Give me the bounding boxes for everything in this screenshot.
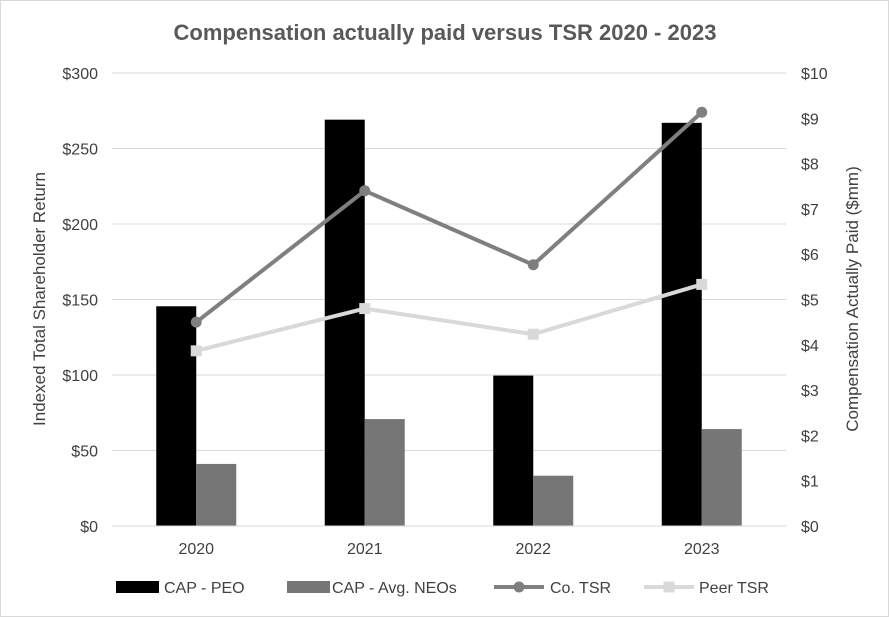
bar-cap-peo — [493, 375, 534, 526]
co-tsr-point — [190, 316, 202, 328]
left-tick-label: $0 — [80, 519, 98, 536]
legend: CAP - PEO CAP - Avg. NEOs Co. TSR Peer TSR — [116, 580, 769, 597]
right-tick-label: $9 — [801, 111, 819, 128]
left-tick-label: $50 — [71, 444, 98, 461]
legend-marker — [663, 581, 675, 593]
left-tick-label: $150 — [62, 293, 98, 310]
left-tick-label: $300 — [62, 66, 98, 83]
co-tsr-point — [527, 259, 539, 271]
right-tick-label: $2 — [801, 428, 819, 445]
legend-label: Co. TSR — [550, 580, 611, 597]
co-tsr-line — [195, 110, 704, 324]
right-tick-label: $6 — [801, 247, 819, 264]
bar-cap-peo — [156, 306, 197, 526]
legend-swatch — [287, 581, 330, 593]
x-tick-label: 2023 — [684, 541, 720, 558]
legend-label: Peer TSR — [699, 580, 769, 597]
peer-tsr-point — [527, 328, 539, 340]
right-tick-label: $8 — [801, 157, 819, 174]
bar-cap-avg-neos — [364, 419, 405, 526]
left-tick-label: $200 — [62, 217, 98, 234]
bar-cap-peo — [661, 122, 702, 526]
peer-tsr-point — [190, 345, 202, 357]
right-axis-ticks: $0 $1 $2 $3 $4 $5 $6 $7 $8 $9 $10 — [801, 66, 828, 536]
right-tick-label: $1 — [801, 474, 819, 491]
x-axis-ticks: 2020 2021 2022 2023 — [112, 525, 786, 558]
co-tsr-point — [696, 106, 708, 118]
x-tick-label: 2020 — [178, 541, 214, 558]
bar-cap-peo — [324, 119, 365, 526]
chart-title: Compensation actually paid versus TSR 20… — [174, 20, 717, 45]
right-tick-label: $5 — [801, 293, 819, 310]
right-tick-label: $4 — [801, 338, 819, 355]
peer-tsr-line — [195, 282, 703, 353]
bar-series — [156, 119, 742, 526]
left-axis-ticks: $0 $50 $100 $150 $200 $250 $300 — [62, 66, 98, 536]
right-axis-label: Compensation Actually Paid ($mm) — [843, 166, 862, 432]
line-series — [190, 106, 708, 357]
left-tick-label: $250 — [62, 142, 98, 159]
co-tsr-point — [359, 185, 371, 197]
legend-marker — [513, 581, 525, 593]
legend-label: CAP - Avg. NEOs — [332, 580, 457, 597]
left-tick-label: $100 — [62, 368, 98, 385]
bar-cap-avg-neos — [196, 463, 237, 526]
right-tick-label: $0 — [801, 519, 819, 536]
peer-tsr-point — [696, 278, 708, 290]
x-tick-label: 2022 — [515, 541, 551, 558]
peer-tsr-point — [359, 303, 371, 315]
legend-swatch — [116, 581, 159, 593]
x-tick-label: 2021 — [347, 541, 383, 558]
legend-label: CAP - PEO — [164, 580, 245, 597]
right-tick-label: $3 — [801, 383, 819, 400]
bar-cap-avg-neos — [701, 429, 742, 526]
bar-cap-avg-neos — [533, 475, 574, 526]
left-axis-label: Indexed Total Shareholder Return — [30, 172, 49, 426]
right-tick-label: $7 — [801, 202, 819, 219]
right-tick-label: $10 — [801, 66, 828, 83]
